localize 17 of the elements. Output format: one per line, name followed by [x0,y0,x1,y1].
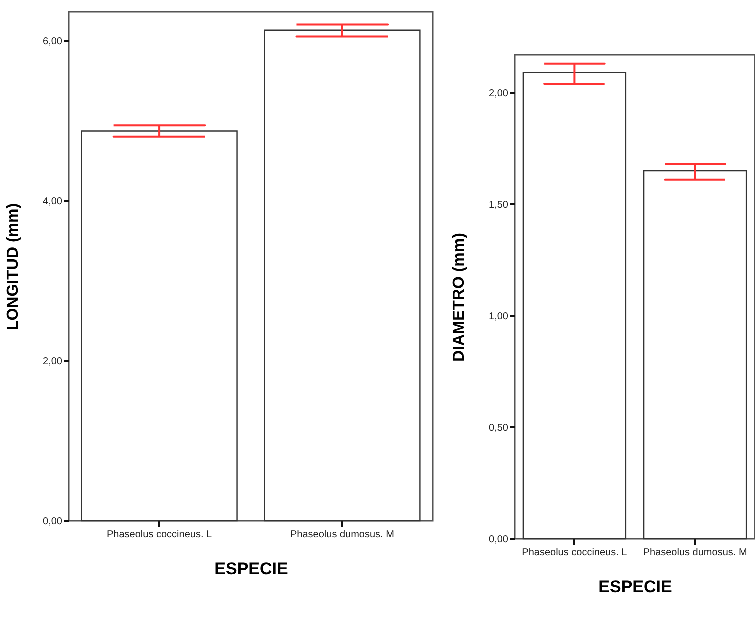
y-tick-label: 0,00 [43,516,63,528]
y-tick-label: 1,00 [489,311,509,322]
x-axis-title: ESPECIE [598,578,672,596]
y-axis-title: DIAMETRO (mm) [451,233,468,362]
y-tick-label: 2,00 [43,356,63,368]
y-tick-label: 1,50 [489,200,509,211]
y-tick-label: 2,00 [489,88,509,100]
x-axis-title: ESPECIE [214,560,288,578]
x-tick-label: Phaseolus coccineus. L [522,548,628,558]
y-tick-label: 0,00 [489,534,509,546]
y-axis-title: LONGITUD (mm) [5,203,22,331]
y-tick-label: 4,00 [43,196,63,208]
x-tick-label: Phaseolus dumosus. M [290,530,394,540]
y-tick-label: 0,50 [489,422,509,434]
y-tick-label: 6,00 [43,36,63,48]
x-tick-label: Phaseolus coccineus. L [107,530,213,540]
x-tick-label: Phaseolus dumosus. M [643,548,748,558]
